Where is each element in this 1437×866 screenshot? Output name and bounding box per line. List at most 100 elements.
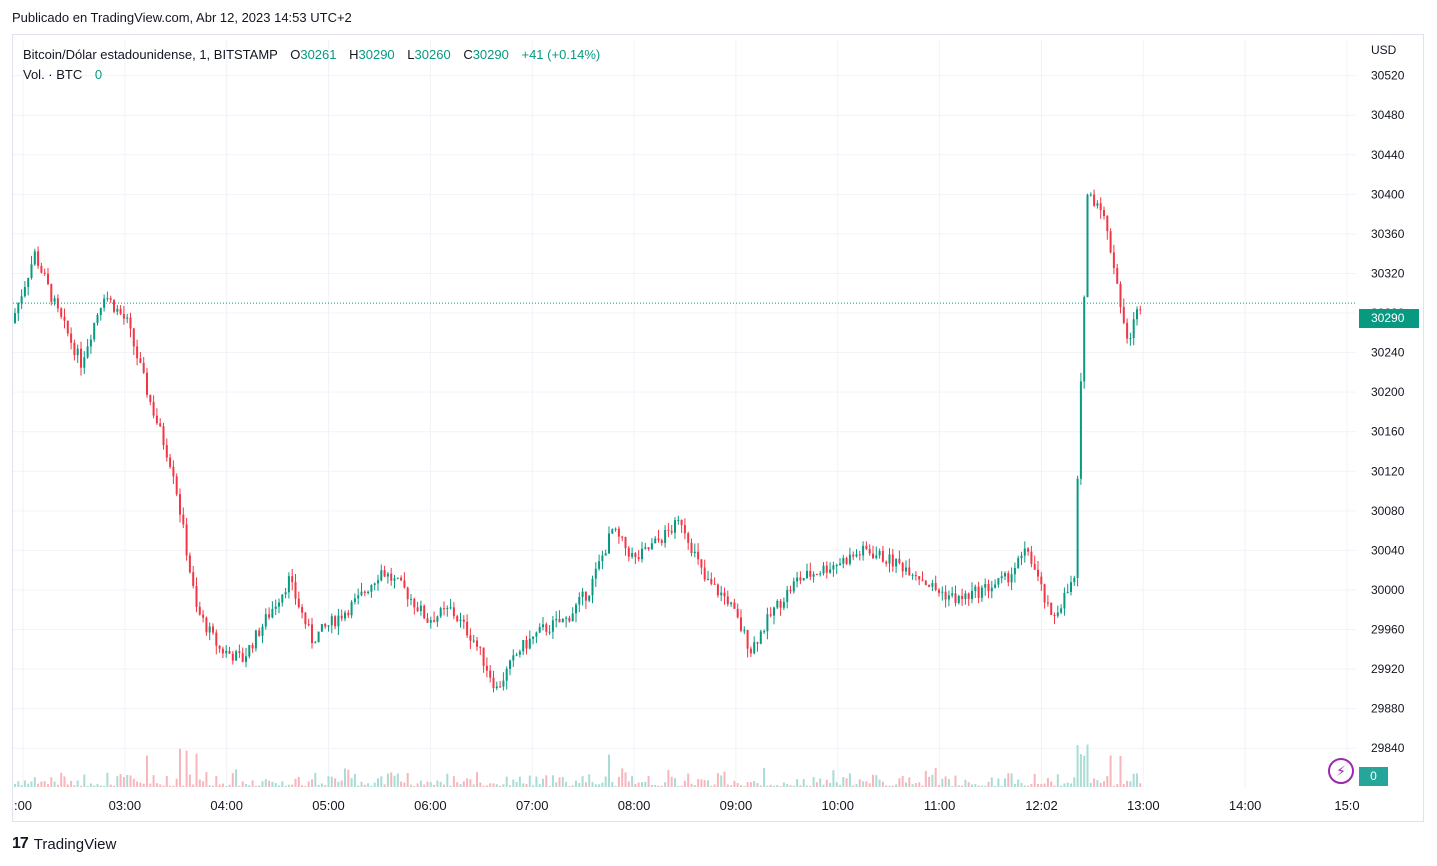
candle-body: [905, 567, 907, 572]
candle-body: [218, 645, 221, 649]
candle-body: [868, 549, 871, 554]
price-tick-label: 30520: [1371, 69, 1405, 83]
volume-bar: [495, 784, 498, 787]
candle-body: [307, 624, 310, 626]
volume-bar: [281, 781, 284, 787]
candle-body: [1056, 612, 1059, 616]
candlestick-series: [14, 189, 1142, 693]
volume-bar: [245, 784, 247, 787]
candle-body: [1129, 338, 1132, 340]
volume-bar: [779, 785, 782, 787]
candle-body: [469, 635, 472, 641]
volume-bar: [195, 753, 198, 787]
candle-body: [142, 362, 145, 373]
candle-body: [429, 620, 432, 623]
candle-body: [766, 614, 769, 632]
candle-body: [683, 525, 686, 534]
price-tick-label: 29880: [1371, 702, 1405, 716]
candle-body: [129, 317, 132, 329]
volume-bar: [149, 783, 152, 787]
volume-bar: [271, 781, 274, 787]
volume-bar: [905, 782, 907, 787]
volume-bar: [60, 772, 63, 787]
volume-bar: [703, 780, 706, 787]
lightning-icon[interactable]: ⚡: [1328, 758, 1354, 784]
volume-bar: [466, 778, 469, 787]
tradingview-logo[interactable]: 17 TradingView: [12, 835, 116, 853]
volume-bar: [185, 750, 188, 787]
volume-bar: [350, 778, 353, 787]
open-label: O: [290, 47, 301, 62]
candle-body: [819, 573, 822, 575]
candle-body: [974, 586, 977, 591]
volume-bar: [908, 777, 911, 787]
currency-label[interactable]: USD: [1371, 43, 1397, 57]
volume-bar: [416, 783, 419, 787]
candle-body: [611, 529, 614, 534]
volume-bar: [268, 780, 271, 787]
symbol-title[interactable]: Bitcoin/Dólar estadounidense, 1, BITSTAM…: [23, 47, 278, 62]
candle-body: [594, 568, 597, 579]
candle-body: [736, 608, 739, 618]
volume-bar: [106, 772, 109, 787]
volume-bar: [386, 773, 389, 787]
volume-bar: [86, 785, 89, 787]
volume-bar: [924, 770, 927, 787]
volume-bar: [1076, 745, 1079, 787]
volume-bar: [782, 782, 785, 787]
candle-body: [327, 625, 330, 627]
candle-body: [967, 593, 970, 600]
volume-bar: [753, 781, 756, 787]
volume-bar: [443, 784, 445, 787]
candle-body: [657, 538, 660, 541]
candle-body: [274, 606, 277, 609]
candle-body: [482, 647, 485, 666]
volume-bar: [393, 775, 396, 787]
time-tick-label: 06:00: [414, 798, 447, 813]
chart-frame[interactable]: [12, 34, 1424, 822]
volume-bar: [287, 784, 290, 787]
time-tick-label: 07:00: [516, 798, 549, 813]
volume-bar: [132, 778, 135, 787]
volume-bar: [561, 777, 564, 787]
candle-body: [1109, 231, 1112, 253]
candle-body: [317, 631, 320, 643]
candle-body: [832, 565, 835, 570]
candle-body: [971, 590, 973, 600]
volume-bar: [1050, 781, 1053, 787]
candle-body: [518, 651, 521, 655]
candle-body: [568, 617, 571, 622]
chart-legend: Bitcoin/Dólar estadounidense, 1, BITSTAM…: [23, 45, 600, 85]
candle-body: [839, 563, 841, 566]
volume-bar: [796, 779, 799, 787]
candle-body: [50, 284, 53, 302]
candle-body: [944, 591, 947, 600]
candle-body: [278, 602, 280, 607]
candle-body: [505, 668, 508, 681]
candle-body: [383, 570, 386, 577]
candle-body: [373, 583, 376, 586]
candle-body: [261, 626, 264, 636]
candle-body: [627, 548, 630, 557]
volume-label[interactable]: Vol. · BTC: [23, 67, 83, 82]
candle-body: [231, 653, 234, 661]
volume-bar: [251, 780, 254, 787]
time-tick-label: 13:00: [1127, 798, 1160, 813]
volume-bar: [1070, 783, 1072, 787]
volume-bar: [353, 773, 356, 787]
candle-body: [802, 578, 805, 581]
volume-bar: [674, 778, 676, 787]
candle-body: [83, 357, 86, 368]
time-axis: :00 03:00 04:00 05:00 06:00 07:00 08:00 09:00 10…: [14, 798, 1360, 813]
volume-bar: [980, 785, 983, 787]
candle-body: [961, 596, 964, 599]
volume-bar: [492, 783, 495, 787]
volume-bar: [179, 748, 181, 787]
candle-body: [281, 594, 284, 603]
volume-bar: [1103, 781, 1105, 787]
candle-body: [1079, 381, 1082, 479]
candle-body: [525, 640, 528, 649]
volume-bar: [938, 785, 940, 787]
candle-body: [212, 626, 214, 633]
